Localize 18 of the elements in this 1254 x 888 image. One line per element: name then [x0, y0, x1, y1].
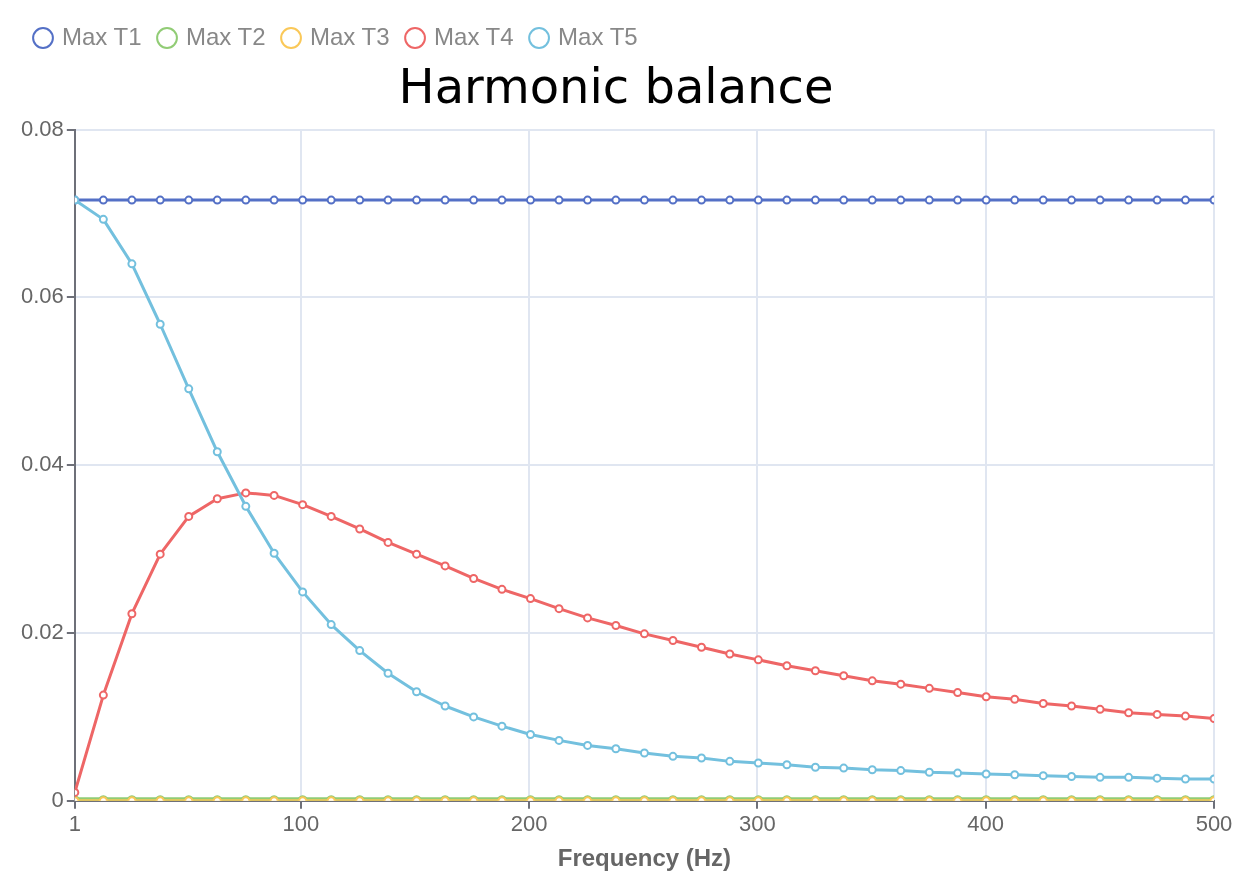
y-tick-label: 0	[51, 786, 64, 812]
x-tick-label: 400	[967, 811, 1005, 837]
y-tick-label: 0.06	[20, 283, 64, 309]
y-tick-label: 0.02	[20, 619, 64, 645]
y-tick-label: 0.04	[20, 451, 64, 477]
legend-label: Max T4	[434, 22, 514, 50]
x-tick-label: 300	[739, 811, 776, 837]
legend-label: Max T3	[310, 22, 390, 50]
x-tick-label: 200	[510, 811, 548, 837]
legend-label: Max T5	[558, 22, 638, 50]
y-tick-label: 0.08	[20, 115, 64, 141]
x-tick-label: 500	[1195, 811, 1233, 837]
x-tick-label: 100	[282, 811, 320, 837]
legend-label: Max T2	[186, 22, 266, 50]
x-tick-label: 1	[68, 811, 81, 837]
legend-label: Max T1	[62, 22, 142, 50]
chart-title: Harmonic balance	[398, 58, 834, 115]
x-axis-title: Frequency (Hz)	[557, 844, 732, 872]
